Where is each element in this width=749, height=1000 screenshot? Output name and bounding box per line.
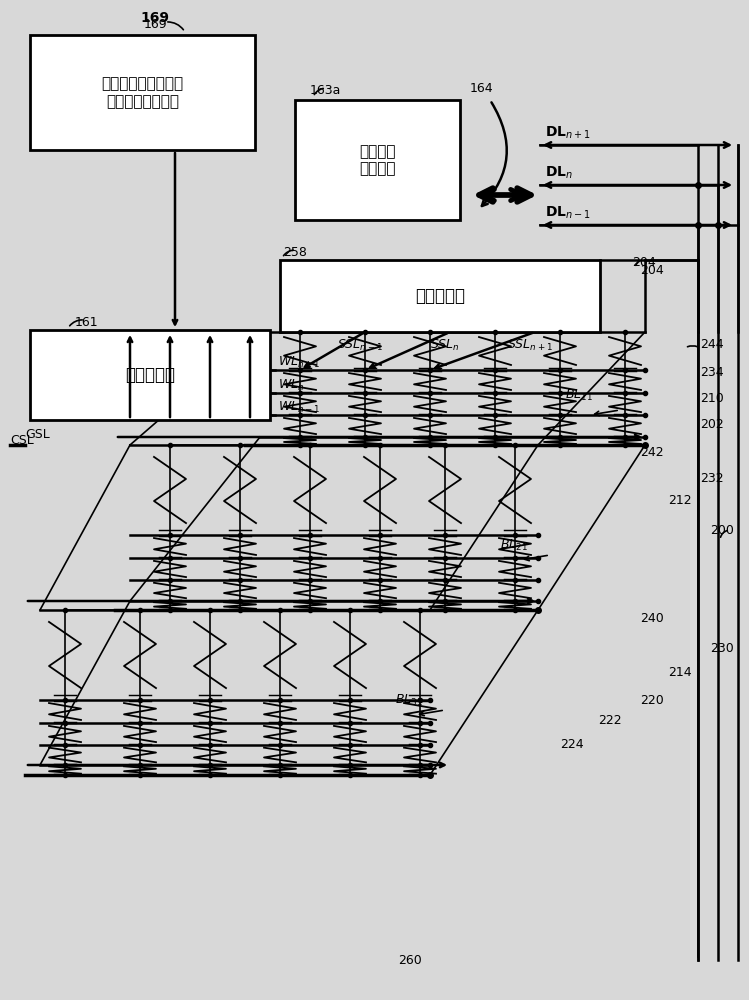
Bar: [30, 330, 270, 420]
Text: SSL$_{n+1}$: SSL$_{n+1}$: [507, 337, 553, 353]
Text: 234: 234: [700, 365, 724, 378]
Text: 204: 204: [640, 263, 664, 276]
Text: 202: 202: [700, 418, 724, 432]
Text: SSL$_n$: SSL$_n$: [430, 337, 460, 353]
Text: 214: 214: [668, 666, 691, 678]
Text: 230: 230: [710, 642, 734, 654]
Text: 状态机器以供擦除、
编程及读取操作用: 状态机器以供擦除、 编程及读取操作用: [101, 76, 184, 109]
Text: SSL$_{n-1}$: SSL$_{n-1}$: [337, 337, 383, 353]
Text: 子阵列页
面缓冲器: 子阵列页 面缓冲器: [360, 144, 395, 176]
Text: 244: 244: [700, 338, 724, 352]
Text: 240: 240: [640, 611, 664, 624]
Bar: [295, 100, 460, 220]
Text: 群组译码器: 群组译码器: [415, 287, 465, 305]
Text: 260: 260: [398, 954, 422, 966]
Text: 164: 164: [470, 82, 494, 95]
Text: 169: 169: [143, 18, 167, 31]
Text: BL$_{21}$: BL$_{21}$: [500, 537, 528, 553]
Text: 232: 232: [700, 472, 724, 485]
Text: DL$_{n+1}$: DL$_{n+1}$: [545, 125, 591, 141]
Bar: [280, 260, 600, 332]
Text: 220: 220: [640, 694, 664, 706]
Text: 163a: 163a: [310, 84, 342, 97]
Text: 222: 222: [598, 714, 622, 726]
Text: 200: 200: [710, 524, 734, 536]
Text: BL$_{11}$: BL$_{11}$: [565, 387, 593, 403]
Text: DL$_{n-1}$: DL$_{n-1}$: [545, 205, 591, 221]
Text: 204: 204: [632, 256, 656, 269]
Text: 242: 242: [640, 446, 664, 458]
Text: WL$_{n-1}$: WL$_{n-1}$: [278, 399, 321, 415]
Text: 210: 210: [700, 391, 724, 404]
Text: 161: 161: [75, 316, 99, 330]
Text: 258: 258: [283, 246, 307, 259]
Text: 212: 212: [668, 493, 691, 506]
Text: BL$_{31}$: BL$_{31}$: [395, 692, 423, 708]
Text: 224: 224: [560, 738, 583, 752]
Text: CSL: CSL: [10, 434, 34, 446]
Text: WL$_n$: WL$_n$: [278, 377, 304, 393]
Text: 地址译码器: 地址译码器: [125, 366, 175, 384]
Text: DL$_n$: DL$_n$: [545, 165, 573, 181]
Bar: [30, 35, 255, 150]
Text: 169: 169: [141, 11, 169, 25]
Text: GSL: GSL: [25, 428, 49, 440]
Text: WL$_{n+1}$: WL$_{n+1}$: [278, 354, 321, 370]
